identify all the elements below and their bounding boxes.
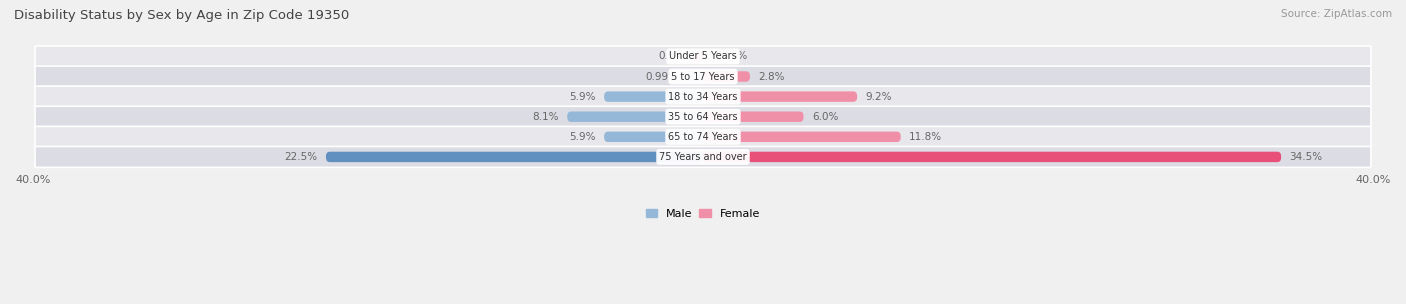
PathPatch shape [693, 51, 703, 62]
Text: Under 5 Years: Under 5 Years [669, 51, 737, 61]
Text: 5 to 17 Years: 5 to 17 Years [671, 71, 735, 81]
PathPatch shape [703, 92, 858, 102]
Text: 5.9%: 5.9% [569, 132, 596, 142]
FancyBboxPatch shape [35, 126, 1371, 147]
Text: 0.99%: 0.99% [645, 71, 678, 81]
Text: 0.0%: 0.0% [658, 51, 685, 61]
Text: 5.9%: 5.9% [569, 92, 596, 102]
PathPatch shape [693, 51, 703, 62]
FancyBboxPatch shape [35, 106, 1371, 127]
PathPatch shape [703, 152, 1281, 162]
Text: 34.5%: 34.5% [1289, 152, 1323, 162]
PathPatch shape [326, 152, 703, 162]
Text: 18 to 34 Years: 18 to 34 Years [668, 92, 738, 102]
Text: 35 to 64 Years: 35 to 64 Years [668, 112, 738, 122]
PathPatch shape [605, 132, 703, 142]
Text: 0.0%: 0.0% [721, 51, 748, 61]
FancyBboxPatch shape [35, 147, 1371, 168]
Text: 11.8%: 11.8% [910, 132, 942, 142]
Text: 22.5%: 22.5% [284, 152, 318, 162]
Text: 2.8%: 2.8% [758, 71, 785, 81]
FancyBboxPatch shape [35, 46, 1371, 67]
Text: 75 Years and over: 75 Years and over [659, 152, 747, 162]
PathPatch shape [703, 132, 901, 142]
Text: 6.0%: 6.0% [811, 112, 838, 122]
Text: 8.1%: 8.1% [533, 112, 558, 122]
Legend: Male, Female: Male, Female [641, 204, 765, 223]
PathPatch shape [686, 71, 703, 82]
Text: 9.2%: 9.2% [866, 92, 891, 102]
PathPatch shape [703, 71, 749, 82]
Text: Source: ZipAtlas.com: Source: ZipAtlas.com [1281, 9, 1392, 19]
Text: 65 to 74 Years: 65 to 74 Years [668, 132, 738, 142]
PathPatch shape [567, 112, 703, 122]
Text: Disability Status by Sex by Age in Zip Code 19350: Disability Status by Sex by Age in Zip C… [14, 9, 349, 22]
PathPatch shape [703, 112, 804, 122]
PathPatch shape [605, 92, 703, 102]
FancyBboxPatch shape [35, 66, 1371, 87]
FancyBboxPatch shape [35, 86, 1371, 107]
